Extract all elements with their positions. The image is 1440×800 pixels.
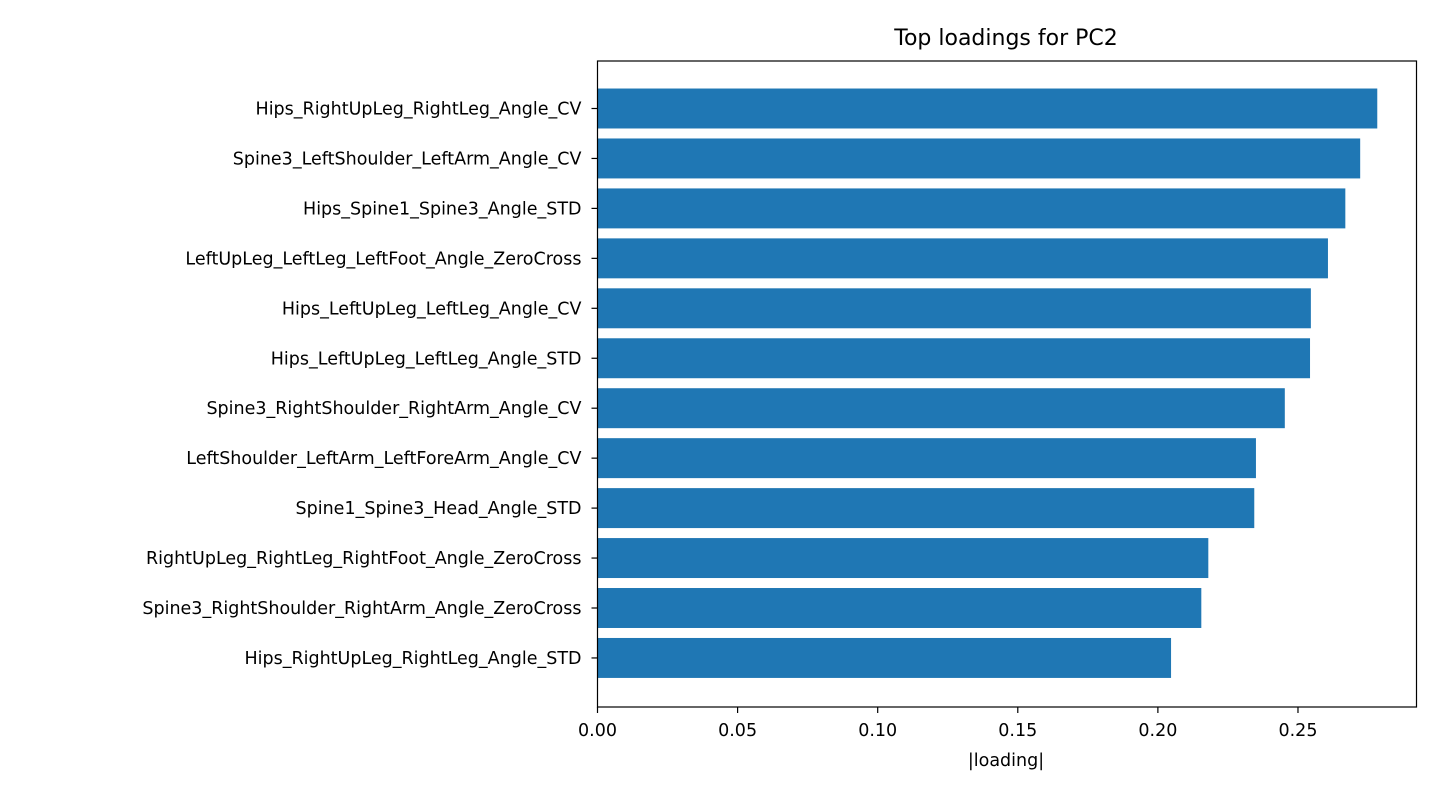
bar bbox=[597, 88, 1378, 129]
bar bbox=[597, 288, 1311, 329]
category-label: Hips_Spine1_Spine3_Angle_STD bbox=[303, 199, 581, 219]
x-tick-label: 0.10 bbox=[858, 721, 897, 741]
chart-title: Top loadings for PC2 bbox=[893, 26, 1117, 51]
category-label: Hips_LeftUpLeg_LeftLeg_Angle_STD bbox=[271, 349, 582, 369]
plot-frame bbox=[596, 60, 1418, 708]
x-tick-label: 0.20 bbox=[1138, 721, 1177, 741]
x-axis-label: |loading| bbox=[968, 751, 1044, 771]
x-tick-label: 0.05 bbox=[718, 721, 757, 741]
bar bbox=[597, 588, 1202, 628]
category-label: Hips_LeftUpLeg_LeftLeg_Angle_CV bbox=[282, 299, 582, 319]
category-label: RightUpLeg_RightLeg_RightFoot_Angle_Zero… bbox=[146, 549, 582, 569]
x-tick-label: 0.25 bbox=[1278, 721, 1317, 741]
category-label: Spine3_RightShoulder_RightArm_Angle_CV bbox=[206, 399, 581, 419]
bar bbox=[597, 438, 1256, 479]
bars-group bbox=[597, 88, 1378, 678]
bar bbox=[597, 188, 1346, 229]
bar bbox=[597, 538, 1209, 579]
category-labels-group: Hips_RightUpLeg_RightLeg_Angle_CV Spine3_… bbox=[142, 100, 598, 669]
category-label: Spine3_LeftShoulder_LeftArm_Angle_CV bbox=[233, 149, 582, 169]
category-label: Spine1_Spine3_Head_Angle_STD bbox=[296, 499, 582, 519]
x-ticks-group: 0.00 0.05 0.10 0.15 0.20 0.25 bbox=[578, 707, 1317, 741]
x-tick-label: 0.00 bbox=[578, 721, 617, 741]
bar bbox=[597, 138, 1361, 179]
bar bbox=[597, 338, 1311, 379]
bar bbox=[597, 488, 1255, 529]
bar bbox=[597, 388, 1285, 429]
category-label: Hips_RightUpLeg_RightLeg_Angle_CV bbox=[256, 100, 582, 120]
category-label: Hips_RightUpLeg_RightLeg_Angle_STD bbox=[244, 649, 581, 669]
x-tick-label: 0.15 bbox=[998, 721, 1037, 741]
category-label: Spine3_RightShoulder_RightArm_Angle_Zero… bbox=[142, 599, 581, 619]
category-label: LeftShoulder_LeftArm_LeftForeArm_Angle_C… bbox=[186, 449, 581, 469]
bar bbox=[597, 238, 1328, 279]
category-label: LeftUpLeg_LeftLeg_LeftFoot_Angle_ZeroCro… bbox=[185, 249, 581, 269]
bar bbox=[597, 637, 1172, 678]
